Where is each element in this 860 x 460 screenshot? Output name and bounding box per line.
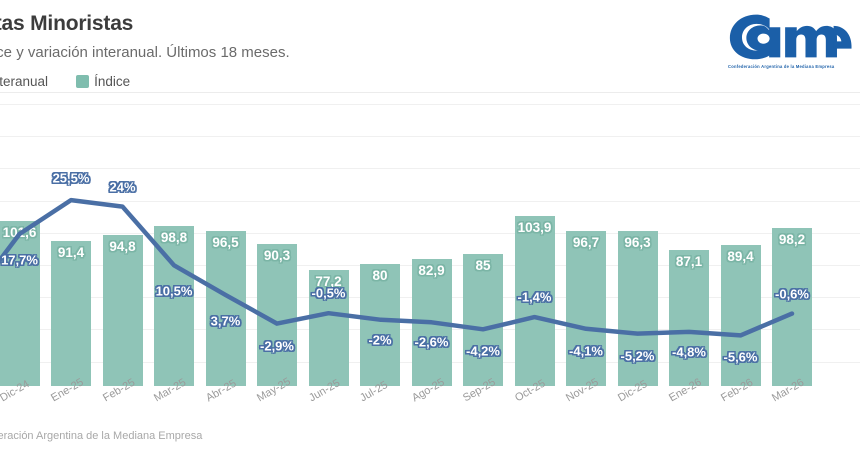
line-value-label: -4,8% [672,344,706,360]
page-title: Ventas Minoristas [0,12,134,35]
legend-swatch-bar-icon [76,75,90,88]
line-value-label: -0,5% [311,285,346,301]
line-value-label: -2,9% [260,338,294,354]
line-value-label: -0,6% [775,286,809,302]
line-value-label: 24% [109,179,136,195]
bar[interactable]: 96,7 [566,230,606,386]
bar-value-label: 103,9 [517,220,552,236]
bar-value-label: 89,4 [727,249,754,265]
chart-plot-area: 99,8101,691,494,898,896,590,377,28082,98… [0,96,860,386]
line-value-label: -4,2% [466,343,500,359]
bar[interactable]: 91,4 [51,241,91,386]
chart-footer-source: Confederación Argentina de la Mediana Em… [0,430,203,442]
bar[interactable]: 96,5 [205,231,246,386]
line-value-label: 10,5% [155,283,193,299]
bar-value-label: 96,3 [624,235,651,251]
line-value-label: -5,2% [620,348,655,364]
bar-value-label: 85 [475,258,491,274]
came-logo: Confederación Argentina de la Mediana Em… [726,8,852,80]
bar-value-label: 101,6 [2,224,37,240]
line-value-label: 25,5% [52,170,90,186]
legend-item-indice[interactable]: Índice [76,74,130,89]
line-value-label: -4,1% [569,343,603,359]
bar-value-label: 96,5 [212,235,239,251]
bar-value-label: 98,2 [778,231,806,247]
chart-legend: Var. interanual Índice [0,74,130,89]
bar[interactable]: 94,8 [102,234,143,386]
bar[interactable]: 98,2 [772,227,812,386]
legend-label-indice: Índice [94,74,131,89]
bar-value-label: 91,4 [57,245,85,261]
gridline [0,168,860,170]
legend-label-var-interanual: Var. interanual [0,74,49,89]
header-divider [0,92,860,93]
bar-value-label: 98,8 [160,230,188,246]
bar-value-label: 82,9 [418,262,445,278]
bar[interactable]: 85 [463,254,503,386]
line-value-label: -2,6% [414,334,449,350]
line-value-label: -2% [368,332,392,348]
bar[interactable]: 80 [360,264,400,386]
line-value-label: -5,6% [723,349,758,365]
line-value-label: 17,7% [1,252,38,268]
bar[interactable]: 89,4 [720,245,761,386]
page-subtitle: Índice y variación interanual. Últimos 1… [0,44,290,61]
bar-value-label: 94,8 [109,238,136,254]
bar[interactable]: 101,6 [0,220,40,386]
gridline [0,136,860,138]
bar[interactable]: 82,9 [411,258,452,386]
bar-value-label: 90,3 [263,247,291,263]
bar-value-label: 80 [372,268,388,284]
bar[interactable]: 90,3 [257,243,297,386]
chart-header: Ventas Minoristas Índice y variación int… [0,0,860,92]
chart-x-axis: Dic-24 Ene-25 Feb-25 Mar-25 Abr-25 May-25 Jun-… [0,376,860,428]
bar[interactable]: 87,1 [669,250,709,386]
line-value-label: -1,4% [517,289,552,305]
gridline [0,104,860,105]
came-logo-mark-icon [729,14,852,60]
bar-value-label: 96,7 [572,234,600,250]
line-value-label: 3,7% [210,313,241,329]
bar-value-label: 87,1 [675,254,703,270]
came-logo-tagline: Confederación Argentina de la Mediana Em… [728,64,835,69]
legend-item-var-interanual[interactable]: Var. interanual [0,74,48,89]
bar[interactable]: 98,8 [154,226,194,386]
